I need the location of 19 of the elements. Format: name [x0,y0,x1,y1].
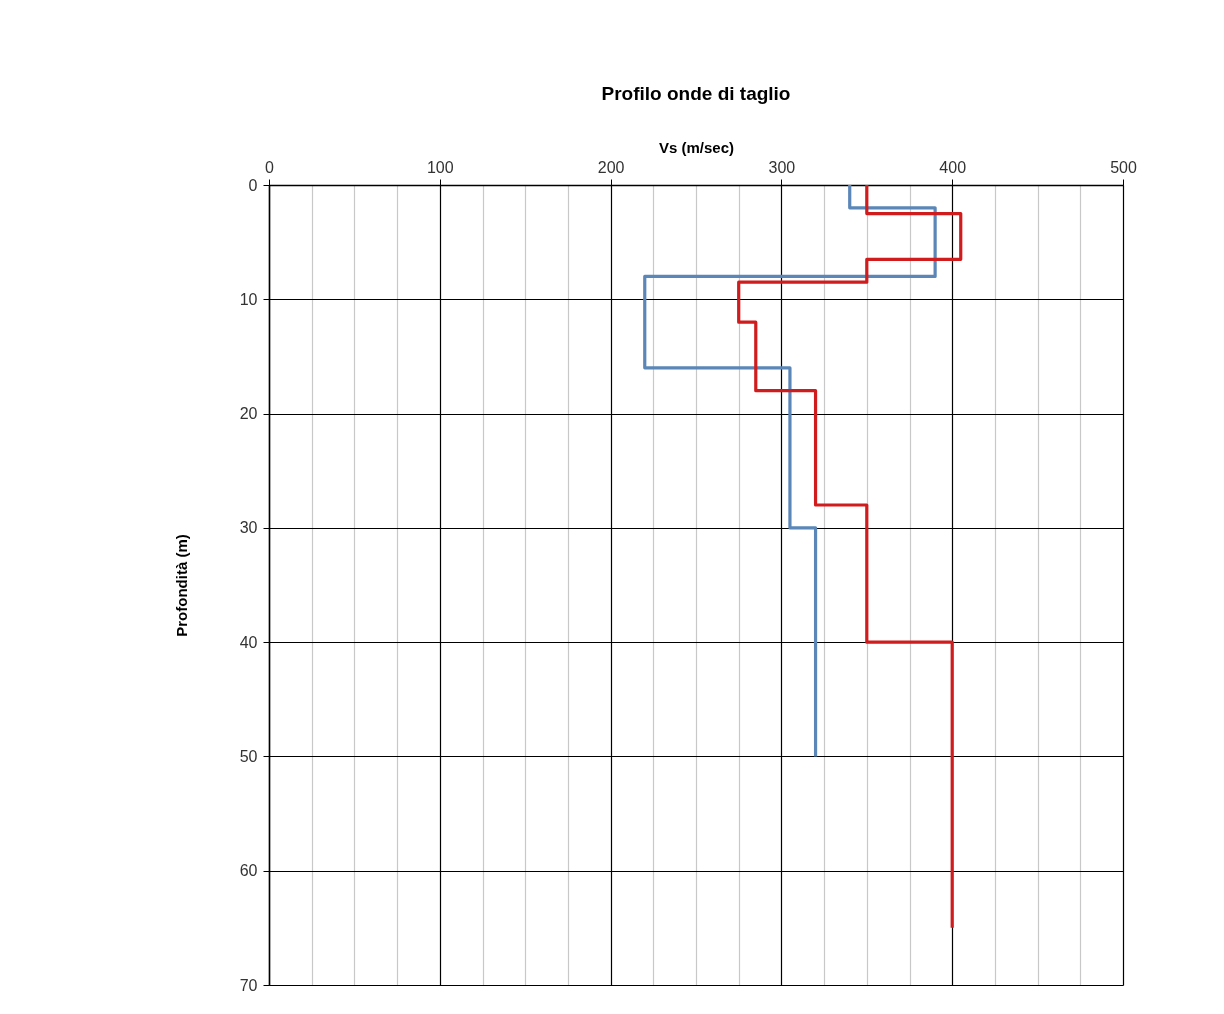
y-tick-label: 60 [239,862,258,880]
line-series [737,183,963,930]
x-tick-label: 0 [265,158,275,176]
chart-title: Profilo onde di taglio [601,83,791,104]
y-tick-label: 30 [239,519,258,537]
x-axis-title: Vs (m/sec) [658,138,735,156]
y-tick-label: 10 [239,290,258,308]
y-tick-label: 20 [239,405,258,423]
y-tick-label: 50 [239,747,258,765]
x-tick-label: 500 [1110,158,1137,176]
x-tick-label: 200 [597,158,625,176]
x-tick-label: 300 [768,158,796,176]
x-tick-label: 400 [939,158,967,176]
y-tick-label: 70 [239,976,258,994]
y-axis-title: Profondità (m) [172,534,190,637]
y-tick-label: 40 [239,633,258,651]
y-tick-label: 0 [248,176,258,194]
x-tick-label: 100 [426,158,454,176]
line-series [643,183,937,759]
